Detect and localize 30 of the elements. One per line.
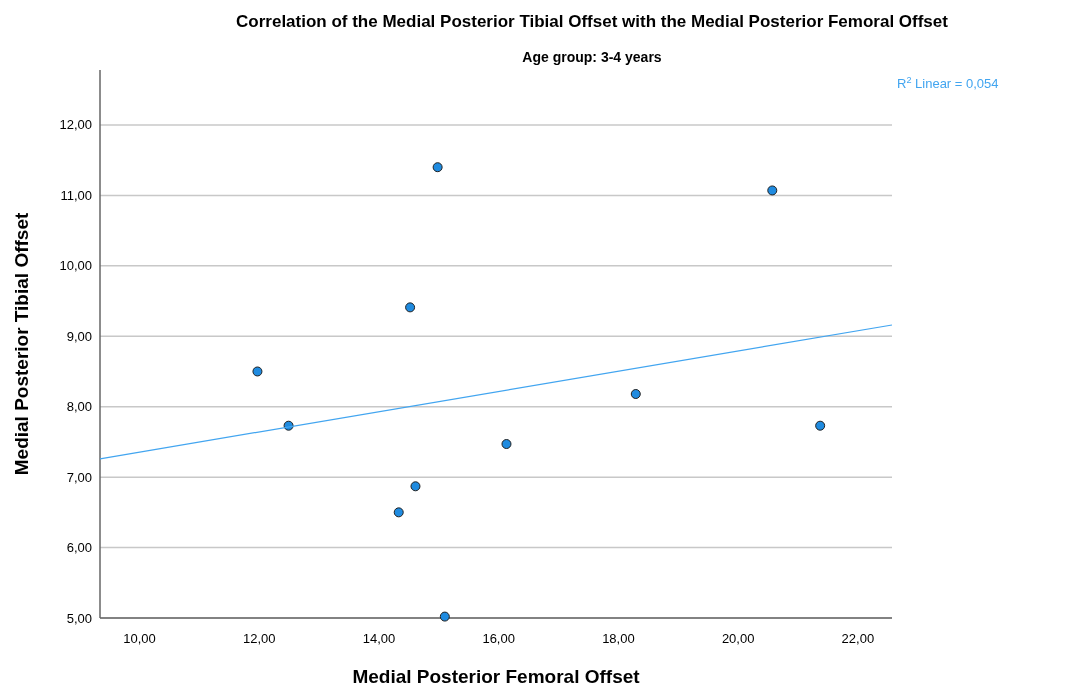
y-tick-label: 7,00 — [66, 469, 92, 485]
x-tick-label: 16,00 — [482, 630, 515, 646]
x-tick-label: 22,00 — [841, 630, 875, 646]
x-tick-label: 18,00 — [602, 630, 635, 646]
x-axis-title: Medial Posterior Femoral Offset — [352, 666, 641, 687]
y-tick-label: 8,00 — [66, 399, 92, 415]
point — [815, 420, 826, 431]
y-tick-label: 10,00 — [59, 258, 92, 274]
x-tick-label: 12,00 — [242, 630, 276, 646]
y-axis-title: Medial Posterior Tibial Offset — [11, 212, 32, 476]
x-tick-label: 20,00 — [721, 630, 755, 646]
chart-title: Correlation of the Medial Posterior Tibial Offset with the Medial Posterior Femoral Offset — [236, 12, 949, 31]
y-tick-label: 11,00 — [60, 187, 92, 203]
text: R$^{2}$ Linear = 0,054 — [897, 75, 999, 91]
y-tick-label: 5,00 — [66, 610, 92, 626]
y-tick-label: 9,00 — [66, 328, 92, 344]
point — [630, 389, 641, 400]
point — [405, 302, 416, 313]
y-tick-label: 6,00 — [66, 540, 92, 556]
point — [439, 611, 450, 622]
point — [410, 481, 421, 492]
x-tick-label: 10,00 — [123, 630, 156, 646]
x-tick-label: 14,00 — [362, 630, 396, 646]
chart-subtitle: Age group: 3-4 years — [522, 49, 662, 65]
point — [767, 185, 778, 196]
point — [252, 366, 263, 377]
point — [393, 507, 404, 518]
y-tick-label: 12,00 — [59, 117, 92, 133]
point — [432, 162, 443, 173]
point — [501, 439, 512, 450]
